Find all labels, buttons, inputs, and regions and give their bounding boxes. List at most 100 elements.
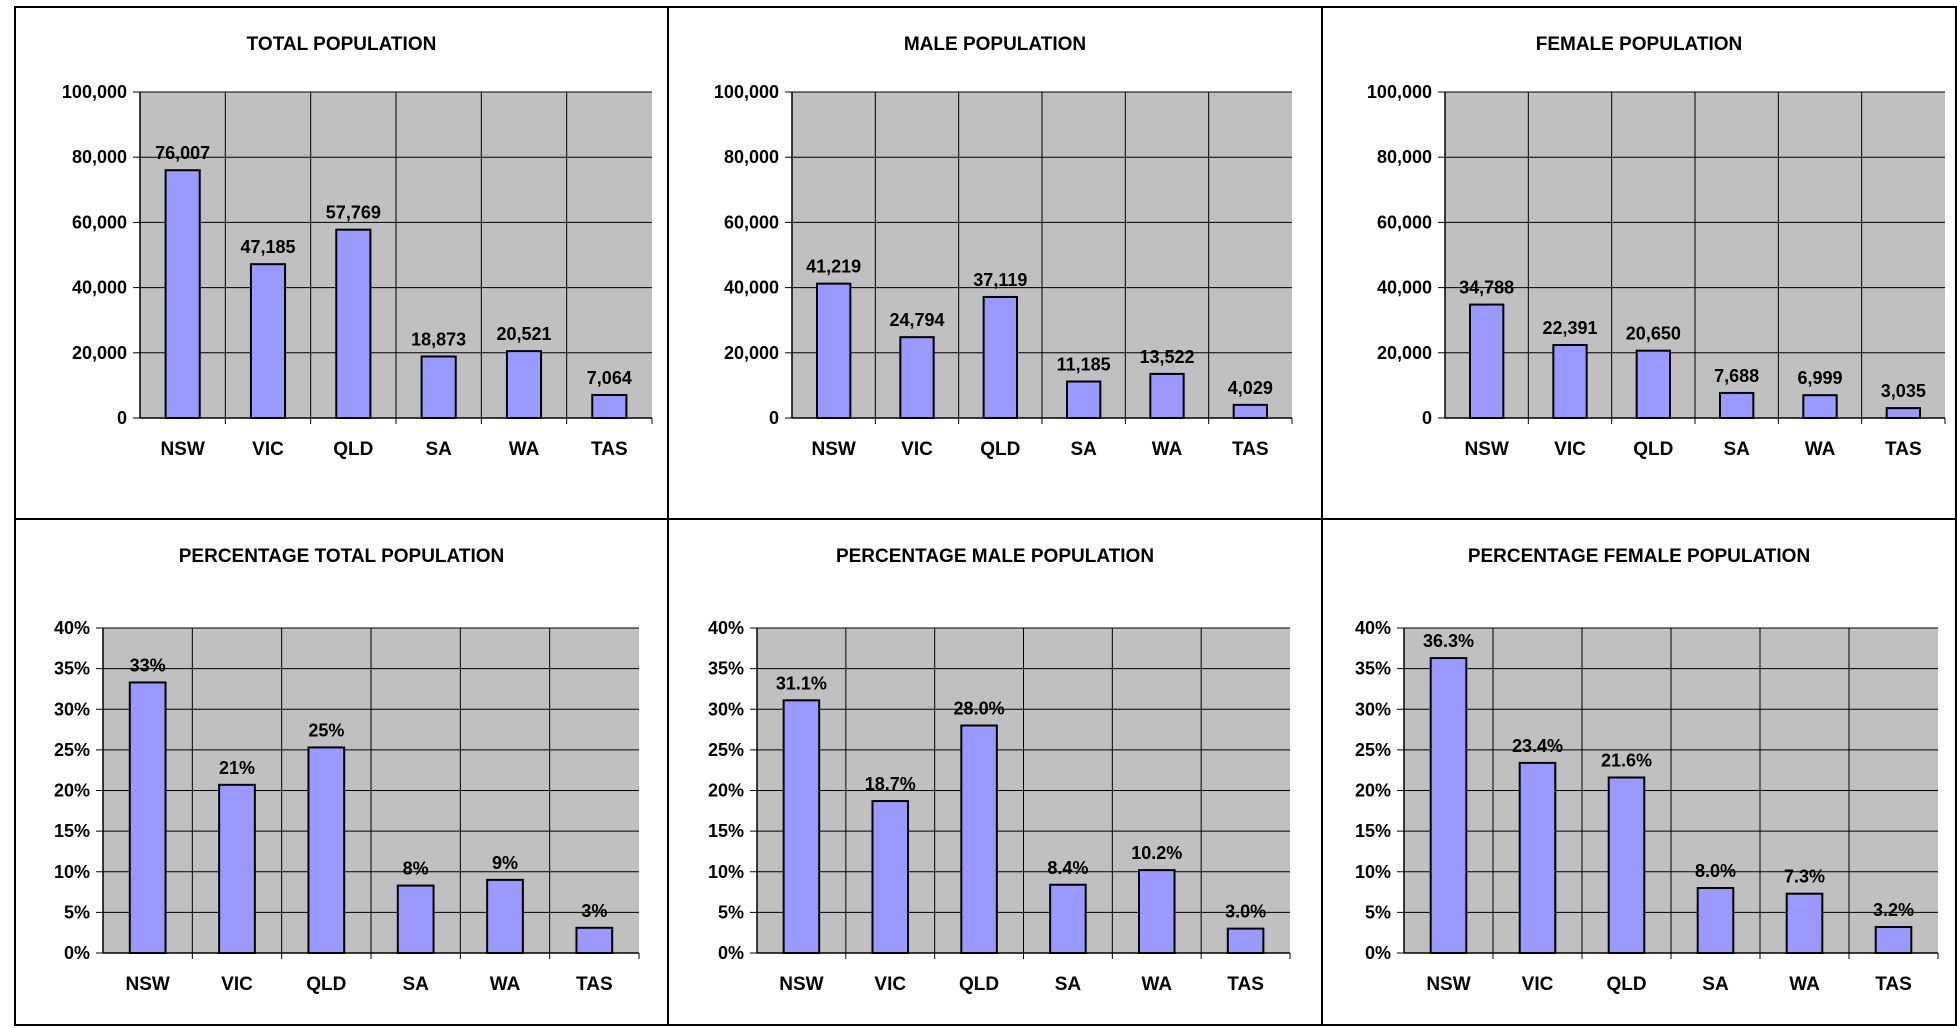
data-label: 9% <box>492 853 518 873</box>
y-tick-label: 0% <box>64 943 90 963</box>
bar-nsw <box>816 282 852 420</box>
data-label: 22,391 <box>1542 318 1597 338</box>
x-tick-label: VIC <box>221 974 253 995</box>
data-label: 8% <box>403 859 429 879</box>
x-tick-label: WA <box>1141 974 1172 995</box>
chart-panel: MALE POPULATION 0 20,000 40,000 60,000 80,000… <box>667 6 1323 520</box>
y-tick-label: 0 <box>769 408 779 428</box>
y-tick-label: 20% <box>1355 781 1391 801</box>
chart-title: PERCENTAGE MALE POPULATION <box>836 546 1154 567</box>
y-tick-label: 80,000 <box>724 147 779 167</box>
data-label: 18.7% <box>865 774 916 794</box>
x-tick-label: SA <box>1702 974 1729 995</box>
data-label: 7.3% <box>1784 867 1825 887</box>
y-tick-label: 5% <box>64 902 90 922</box>
chart-svg: MALE POPULATION 0 20,000 40,000 60,000 80,000… <box>714 34 1293 460</box>
y-tick-label: 20,000 <box>724 343 779 363</box>
y-tick-label: 20,000 <box>1377 343 1432 363</box>
y-tick-label: 30% <box>708 699 744 719</box>
chart-title: PERCENTAGE FEMALE POPULATION <box>1468 546 1810 567</box>
y-tick-label: 20% <box>708 781 744 801</box>
bar-qld <box>1635 349 1671 419</box>
data-label: 20,650 <box>1626 324 1681 344</box>
data-label: 8.0% <box>1695 861 1736 881</box>
bar-nsw <box>782 699 821 954</box>
x-tick-label: SA <box>1055 974 1082 995</box>
y-tick-label: 0 <box>117 408 127 428</box>
data-label: 7,688 <box>1714 366 1759 386</box>
x-tick-label: WA <box>509 439 540 460</box>
x-tick-label: WA <box>1152 439 1183 460</box>
data-label: 24,794 <box>889 310 944 330</box>
y-tick-label: 15% <box>1355 821 1391 841</box>
y-tick-label: 20% <box>54 781 90 801</box>
bar-sa <box>1719 391 1755 420</box>
y-tick-label: 100,000 <box>62 82 127 102</box>
bar-wa <box>1802 394 1838 419</box>
data-label: 13,522 <box>1139 347 1194 367</box>
y-tick-label: 25% <box>1355 740 1391 760</box>
y-tick-label: 40,000 <box>72 278 127 298</box>
x-tick-label: TAS <box>576 974 613 995</box>
chart-panel: TOTAL POPULATION 0 20,000 40,000 60,000 80,00… <box>14 6 669 520</box>
x-tick-label: NSW <box>1465 439 1509 460</box>
bar-vic <box>1552 344 1588 419</box>
x-tick-label: SA <box>1723 439 1750 460</box>
chart-panel: PERCENTAGE MALE POPULATION 0% 5% 10% 15% 20% 2… <box>667 518 1323 1026</box>
data-label: 28.0% <box>954 699 1005 719</box>
x-tick-label: QLD <box>980 439 1020 460</box>
bar-vic <box>218 783 256 954</box>
bar-tas <box>575 926 614 954</box>
y-tick-label: 30% <box>1355 699 1391 719</box>
y-tick-label: 60,000 <box>724 212 779 232</box>
data-label: 8.4% <box>1047 858 1088 878</box>
data-label: 20,521 <box>496 324 551 344</box>
y-tick-label: 35% <box>54 659 90 679</box>
y-tick-label: 80,000 <box>1377 147 1432 167</box>
data-label: 37,119 <box>973 270 1027 290</box>
y-tick-label: 25% <box>54 740 90 760</box>
x-tick-label: VIC <box>1522 974 1554 995</box>
chart-panel: FEMALE POPULATION 0 20,000 40,000 60,000 80,0… <box>1321 6 1957 520</box>
y-tick-label: 40,000 <box>724 278 779 298</box>
y-tick-label: 0% <box>718 943 744 963</box>
chart-svg: FEMALE POPULATION 0 20,000 40,000 60,000 80,0… <box>1367 34 1946 460</box>
bar-qld <box>335 228 372 419</box>
bar-qld <box>307 746 346 954</box>
x-tick-label: TAS <box>1885 439 1922 460</box>
y-tick-label: 60,000 <box>72 212 127 232</box>
x-tick-label: QLD <box>959 974 999 995</box>
data-label: 33% <box>130 655 166 675</box>
y-tick-label: 10% <box>708 862 744 882</box>
x-tick-label: WA <box>1805 439 1836 460</box>
y-tick-label: 40% <box>708 618 744 638</box>
bar-sa <box>1696 887 1735 954</box>
bar-vic <box>871 800 910 954</box>
y-tick-label: 60,000 <box>1377 212 1432 232</box>
x-tick-label: NSW <box>812 439 856 460</box>
x-tick-label: TAS <box>1875 974 1912 995</box>
bar-qld <box>960 724 998 954</box>
chart-title: MALE POPULATION <box>904 34 1086 55</box>
y-tick-label: 5% <box>1365 902 1391 922</box>
bar-wa <box>1785 892 1824 954</box>
data-label: 11,185 <box>1057 355 1111 375</box>
y-tick-label: 10% <box>54 862 90 882</box>
bar-vic <box>1518 761 1557 954</box>
data-label: 6,999 <box>1797 368 1842 388</box>
x-tick-label: TAS <box>591 439 628 460</box>
y-tick-label: 35% <box>1355 659 1391 679</box>
bar-wa <box>1149 372 1185 419</box>
data-label: 3.2% <box>1873 900 1914 920</box>
data-label: 34,788 <box>1459 278 1514 298</box>
bar-nsw <box>1469 303 1505 420</box>
bar-qld <box>1607 776 1646 954</box>
data-label: 41,219 <box>806 257 861 277</box>
y-tick-label: 20,000 <box>72 343 127 363</box>
data-label: 3,035 <box>1881 381 1926 401</box>
x-tick-label: VIC <box>252 439 284 460</box>
x-tick-label: VIC <box>901 439 933 460</box>
bar-sa <box>396 884 435 954</box>
data-label: 21% <box>219 758 255 778</box>
